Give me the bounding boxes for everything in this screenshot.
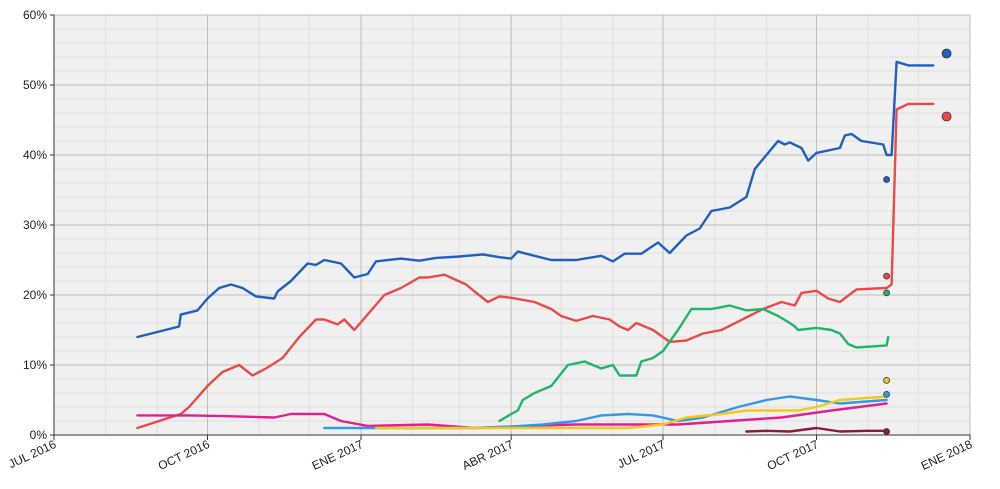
series-line-2: [136, 102, 935, 430]
y-tick-label: 0%: [30, 428, 48, 442]
series-line-1: [136, 60, 935, 339]
series-line-3: [498, 304, 890, 423]
x-tick-label: OCT 2017: [765, 437, 821, 473]
series-line-4: [136, 402, 888, 430]
x-tick-label: ENE 2018: [919, 437, 975, 473]
series-marker-1: [941, 48, 952, 59]
series-marker-2: [941, 111, 952, 122]
x-tick-label: JUL 2017: [615, 437, 667, 471]
y-tick-label: 30%: [23, 218, 47, 232]
x-tick-label: JUL 2016: [6, 437, 58, 471]
y-tick-label: 20%: [23, 288, 47, 302]
x-tick-label: OCT 2016: [156, 437, 212, 473]
series-line-6: [374, 395, 888, 430]
x-tick-label: ABR 2017: [460, 437, 516, 473]
marker-layer: [883, 48, 952, 435]
series-marker-1: [883, 176, 890, 183]
y-tick-label: 40%: [23, 148, 47, 162]
series-layer: [136, 60, 935, 433]
series-marker-5: [883, 390, 890, 398]
y-tick-label: 60%: [23, 8, 47, 22]
series-marker-6: [883, 376, 890, 384]
x-tick-label: ENE 2017: [310, 437, 366, 473]
x-axis-ticks: JUL 2016 OCT 2016 ENE 2017 ABR 2017 JUL 2017…: [6, 435, 975, 473]
series-marker-7: [883, 428, 890, 435]
series-marker-2: [883, 272, 890, 280]
series-marker-3: [883, 289, 890, 297]
y-axis-ticks: 0% 10% 20% 30% 40% 50% 60%: [23, 8, 54, 442]
y-tick-label: 10%: [23, 358, 47, 372]
series-line-7: [745, 426, 888, 433]
y-tick-label: 50%: [23, 78, 47, 92]
